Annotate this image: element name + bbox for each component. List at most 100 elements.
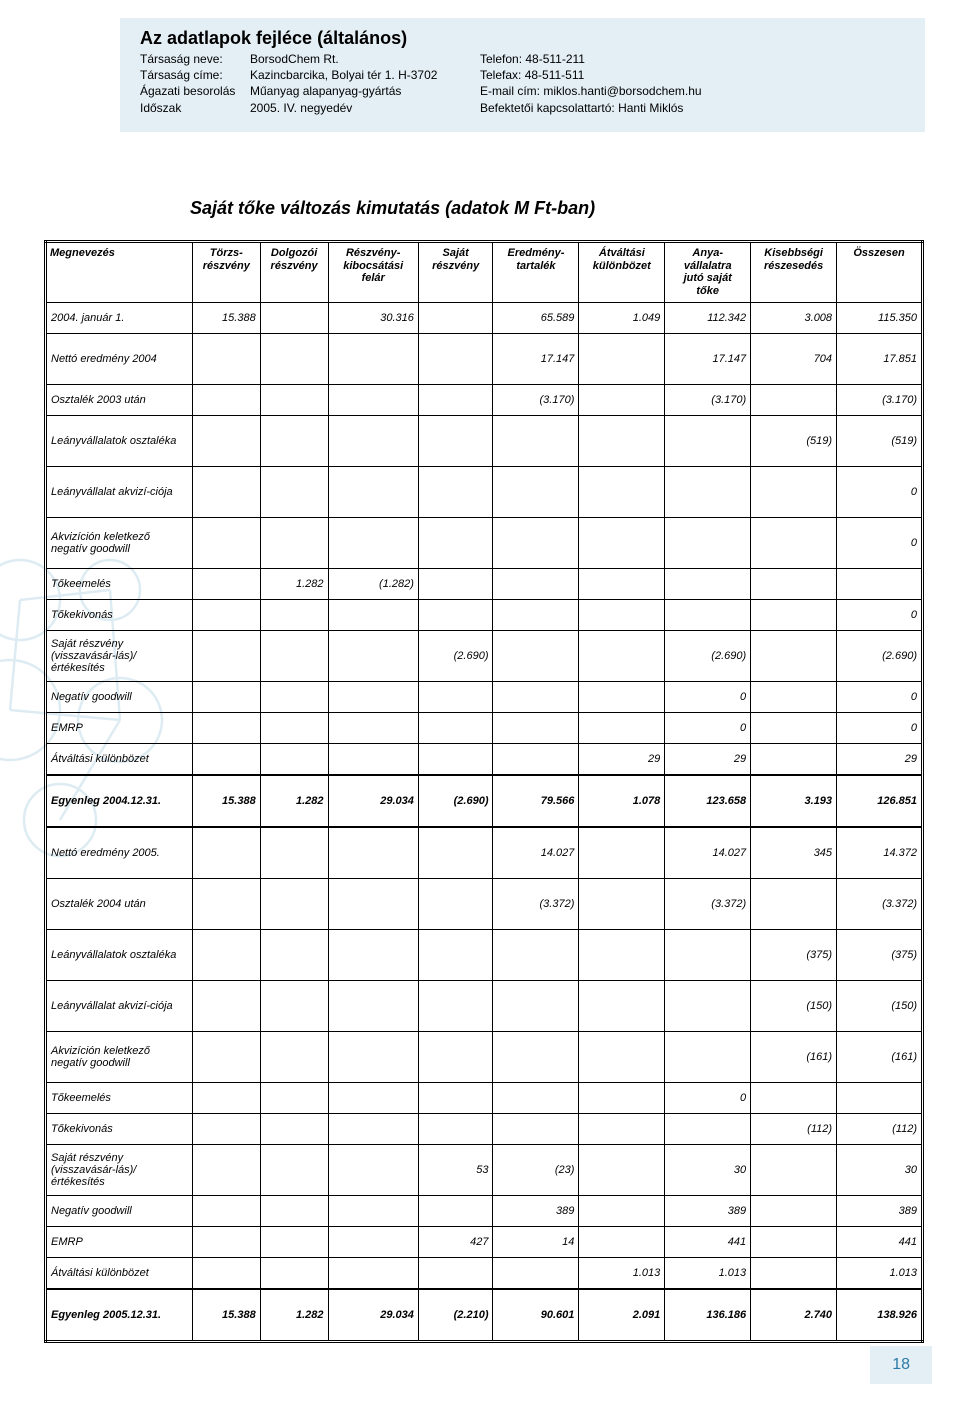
- table-cell: [418, 333, 493, 384]
- row-label: Nettó eredmény 2005.: [46, 827, 193, 879]
- table-cell: [328, 384, 418, 415]
- table-cell: 14.372: [837, 827, 923, 879]
- header-label: Időszak: [140, 100, 250, 116]
- table-cell: [192, 712, 260, 743]
- column-header: Sajátrészvény: [418, 242, 493, 303]
- table-cell: 17.147: [493, 333, 579, 384]
- table-cell: [192, 1113, 260, 1144]
- table-row: Negatív goodwill00: [46, 681, 923, 712]
- table-cell: [328, 517, 418, 568]
- table-cell: [192, 599, 260, 630]
- table-cell: 14.027: [493, 827, 579, 879]
- table-cell: 0: [665, 681, 751, 712]
- table-row: Leányvállalat akvizí-ciója(150)(150): [46, 980, 923, 1031]
- table-cell: [493, 1113, 579, 1144]
- row-label: Saját részvény (visszavásár-lás)/értékes…: [46, 630, 193, 681]
- column-header: Anya-vállalatrajutó sajáttőke: [665, 242, 751, 303]
- table-cell: [192, 1195, 260, 1226]
- table-cell: [665, 980, 751, 1031]
- table-cell: [579, 681, 665, 712]
- table-cell: [192, 1226, 260, 1257]
- table-cell: [328, 681, 418, 712]
- table-cell: [665, 517, 751, 568]
- row-label: Átváltási különbözet: [46, 1257, 193, 1289]
- table-cell: [418, 929, 493, 980]
- table-cell: 15.388: [192, 775, 260, 827]
- column-header: Összesen: [837, 242, 923, 303]
- table-cell: 1.049: [579, 302, 665, 333]
- table-cell: [260, 384, 328, 415]
- table-cell: 17.147: [665, 333, 751, 384]
- table-cell: 0: [837, 517, 923, 568]
- table-row: Leányvállalat akvizí-ciója0: [46, 466, 923, 517]
- table-cell: (3.170): [837, 384, 923, 415]
- table-cell: (161): [837, 1031, 923, 1082]
- table-cell: [418, 1031, 493, 1082]
- row-label: EMRP: [46, 712, 193, 743]
- table-cell: (2.210): [418, 1289, 493, 1342]
- table-cell: [493, 712, 579, 743]
- table-cell: [493, 681, 579, 712]
- row-label: Egyenleg 2005.12.31.: [46, 1289, 193, 1342]
- table-cell: [328, 1031, 418, 1082]
- table-row: Saját részvény (visszavásár-lás)/értékes…: [46, 630, 923, 681]
- table-cell: [493, 1031, 579, 1082]
- table-cell: (150): [837, 980, 923, 1031]
- table-cell: (375): [751, 929, 837, 980]
- table-cell: (150): [751, 980, 837, 1031]
- column-header: Részvény-kibocsátásifelár: [328, 242, 418, 303]
- header-value: Műanyag alapanyag-gyártás: [250, 83, 480, 99]
- table-cell: [328, 878, 418, 929]
- table-cell: [260, 302, 328, 333]
- table-cell: [192, 517, 260, 568]
- table-cell: 3.008: [751, 302, 837, 333]
- row-label: Tőkeemelés: [46, 568, 193, 599]
- table-row: Negatív goodwill389389389: [46, 1195, 923, 1226]
- header-label: Társaság neve:: [140, 51, 250, 67]
- table-cell: 123.658: [665, 775, 751, 827]
- table-cell: [418, 1113, 493, 1144]
- table-cell: [192, 630, 260, 681]
- table-cell: [328, 1257, 418, 1289]
- table-row: Nettó eredmény 200417.14717.14770417.851: [46, 333, 923, 384]
- table-cell: 0: [837, 466, 923, 517]
- table-cell: (2.690): [418, 630, 493, 681]
- table-cell: [751, 384, 837, 415]
- row-label: Osztalék 2004 után: [46, 878, 193, 929]
- table-cell: 2.740: [751, 1289, 837, 1342]
- table-cell: 2.091: [579, 1289, 665, 1342]
- table-row: Tőkekivonás0: [46, 599, 923, 630]
- row-label: EMRP: [46, 1226, 193, 1257]
- row-label: Tőkeemelés: [46, 1082, 193, 1113]
- table-cell: 441: [837, 1226, 923, 1257]
- table-cell: [579, 333, 665, 384]
- table-cell: [328, 630, 418, 681]
- table-cell: [192, 1031, 260, 1082]
- table-cell: 29.034: [328, 1289, 418, 1342]
- table-cell: [260, 1226, 328, 1257]
- table-row: 2004. január 1.15.38830.31665.5891.04911…: [46, 302, 923, 333]
- table-cell: [751, 743, 837, 775]
- table-cell: [493, 630, 579, 681]
- page-number: 18: [870, 1346, 932, 1384]
- table-cell: [665, 1113, 751, 1144]
- table-cell: [751, 1257, 837, 1289]
- header-label: Ágazati besorolás: [140, 83, 250, 99]
- table-cell: [328, 827, 418, 879]
- table-cell: 30: [837, 1144, 923, 1195]
- table-cell: [579, 1226, 665, 1257]
- table-cell: [493, 743, 579, 775]
- row-label: Akvizíción keletkező negatív goodwill: [46, 517, 193, 568]
- table-cell: 441: [665, 1226, 751, 1257]
- table-cell: 53: [418, 1144, 493, 1195]
- table-cell: [493, 517, 579, 568]
- table-row: Osztalék 2003 után(3.170)(3.170)(3.170): [46, 384, 923, 415]
- table-cell: 126.851: [837, 775, 923, 827]
- table-row: Egyenleg 2004.12.31.15.3881.28229.034(2.…: [46, 775, 923, 827]
- table-cell: (3.170): [493, 384, 579, 415]
- header-value: E-mail cím: miklos.hanti@borsodchem.hu: [480, 83, 780, 99]
- table-cell: (161): [751, 1031, 837, 1082]
- section-title: Saját tőke változás kimutatás (adatok M …: [190, 198, 595, 219]
- table-cell: [328, 1113, 418, 1144]
- table-cell: [260, 415, 328, 466]
